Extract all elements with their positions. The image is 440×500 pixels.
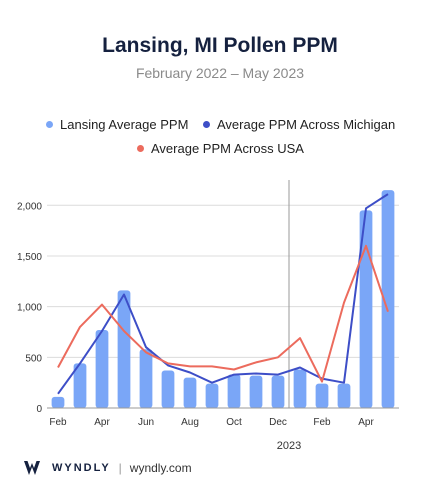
bar-mar: [337, 383, 351, 408]
legend-item-lansing: Lansing Average PPM: [46, 117, 188, 132]
x-tick-label: Oct: [226, 417, 242, 428]
y-tick-label: 0: [36, 404, 42, 415]
website-link[interactable]: wyndly.com: [129, 461, 192, 475]
wyndly-logo-icon: [24, 461, 40, 475]
legend-label: Lansing Average PPM: [60, 117, 189, 132]
bar-oct: [227, 374, 241, 408]
bar-feb: [51, 396, 65, 408]
legend-line-marker: [203, 121, 210, 128]
bar-jun: [139, 349, 153, 408]
x-tick-label: Apr: [94, 417, 110, 428]
bar-may: [117, 290, 131, 408]
year-label: 2023: [277, 440, 301, 452]
michigan-line: [57, 193, 389, 395]
y-tick-label: 1,000: [17, 303, 42, 314]
chart-title: Lansing, MI Pollen PPM: [102, 34, 338, 57]
bar-sep: [205, 383, 219, 408]
legend-item-michigan: Average PPM Across Michigan: [203, 117, 395, 132]
x-tick-label: Feb: [313, 417, 331, 428]
x-tick-label: Dec: [269, 417, 287, 428]
chart-subtitle: February 2022 – May 2023: [135, 65, 305, 81]
x-tick-label: Apr: [358, 417, 374, 428]
legend-line-marker: [137, 145, 144, 152]
x-tick-label: Feb: [49, 417, 67, 428]
legend-label: Average PPM Across USA: [151, 141, 304, 156]
bar-feb: [315, 383, 329, 408]
x-tick-label: Aug: [181, 417, 199, 428]
legend-bar-marker: [46, 121, 53, 128]
bar-may: [381, 190, 395, 408]
bar-aug: [183, 377, 197, 408]
legend-item-usa: Average PPM Across USA: [137, 141, 304, 156]
legend-label: Average PPM Across Michigan: [217, 117, 396, 132]
footer-separator: |: [118, 461, 122, 475]
bar-mar: [73, 363, 87, 408]
x-tick-label: Jun: [138, 417, 154, 428]
brand-name: WYNDLY: [52, 462, 111, 474]
bar-dec: [271, 375, 285, 408]
usa-line: [57, 244, 389, 383]
bar-nov: [249, 375, 263, 408]
y-tick-label: 2,000: [17, 201, 42, 212]
footer: WYNDLY | wyndly.com: [24, 461, 192, 475]
bar-jul: [161, 370, 175, 408]
y-tick-label: 500: [25, 353, 42, 364]
bar-jan: [293, 369, 307, 408]
bar-apr: [95, 329, 109, 408]
y-tick-label: 1,500: [17, 252, 42, 263]
bar-apr: [359, 210, 373, 408]
